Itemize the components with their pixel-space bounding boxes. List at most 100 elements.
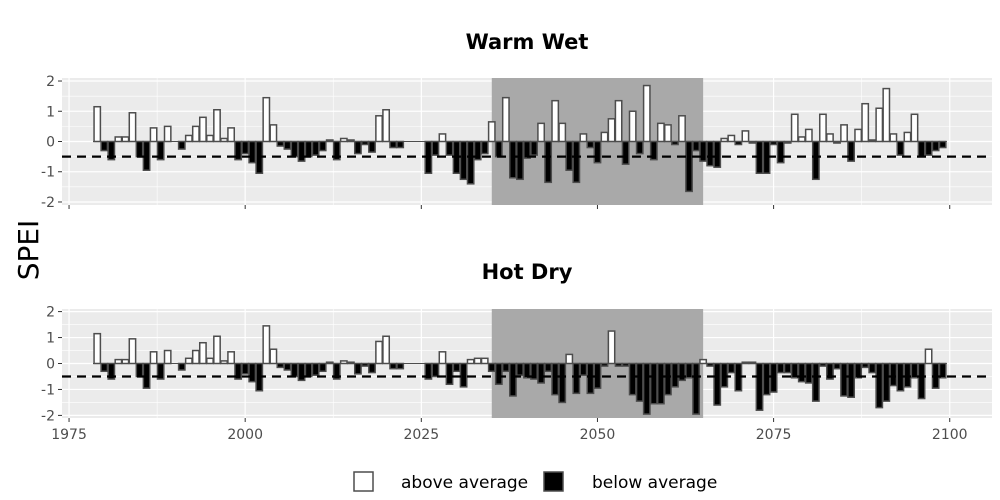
bar: [769, 362, 778, 393]
bar: [889, 362, 898, 387]
bar: [826, 133, 834, 143]
bar: [459, 362, 468, 388]
bar: [135, 140, 144, 158]
bar: [206, 134, 214, 143]
bar: [361, 140, 369, 146]
bar: [776, 362, 785, 374]
bar: [642, 84, 651, 143]
bar: [621, 362, 630, 367]
bar: [516, 362, 524, 376]
bar: [917, 362, 926, 400]
bar: [121, 358, 130, 365]
bar: [346, 361, 355, 365]
bar: [713, 140, 722, 168]
bar: [269, 348, 278, 365]
bar: [332, 140, 341, 161]
bar: [361, 362, 369, 367]
bar: [586, 362, 595, 395]
bar: [924, 348, 933, 365]
panel-warm-wet: Warm Wet 2 1 0 -1 -2: [41, 30, 992, 211]
bar: [269, 124, 278, 143]
legend-key-below: [543, 471, 564, 492]
bar: [304, 362, 313, 378]
bar: [283, 140, 292, 150]
bar: [128, 338, 137, 365]
bar: [114, 136, 123, 143]
bar: [227, 351, 236, 365]
p1-x-tick-label: 2050: [580, 427, 616, 443]
bar: [882, 87, 891, 143]
bar: [790, 362, 799, 379]
bar: [804, 128, 813, 143]
bar: [790, 113, 799, 143]
bar: [840, 362, 848, 397]
bar: [163, 349, 172, 365]
bar: [107, 362, 116, 380]
bar: [382, 109, 391, 143]
bar: [748, 140, 757, 144]
bar: [783, 140, 792, 144]
bar: [262, 96, 271, 143]
bar: [290, 362, 299, 378]
bar: [213, 109, 221, 143]
bar: [530, 140, 538, 156]
bar: [501, 362, 510, 373]
bar: [579, 362, 588, 376]
bar: [797, 136, 806, 143]
bar: [311, 362, 320, 376]
bar: [304, 140, 313, 158]
p1-y-tick-label: 0: [46, 357, 55, 373]
bar: [375, 115, 383, 143]
bar: [833, 140, 841, 144]
bar: [811, 140, 820, 181]
panel-title-hot-dry: Hot Dry: [482, 260, 573, 284]
bar: [276, 140, 285, 147]
bar: [593, 140, 602, 164]
bar: [924, 140, 933, 156]
bar: [671, 362, 679, 388]
p1-y-tick-label: 1: [46, 331, 55, 347]
bar: [276, 362, 285, 369]
legend-label-below: below average: [592, 473, 717, 493]
bar: [762, 362, 771, 396]
bar: [227, 127, 236, 143]
bar: [804, 362, 813, 384]
bar: [508, 362, 517, 397]
bar: [600, 131, 609, 143]
bar: [551, 99, 560, 143]
bar: [375, 340, 383, 365]
legend-label-above: above average: [401, 473, 528, 493]
legend-key-above: [353, 471, 374, 492]
bar: [325, 361, 334, 365]
bar: [607, 118, 616, 143]
p0-y-tick-label: 2: [46, 74, 55, 90]
bar: [635, 140, 644, 155]
bar: [177, 140, 186, 150]
bar: [262, 325, 271, 365]
bar: [508, 140, 517, 179]
bar: [191, 125, 200, 143]
bar: [438, 351, 447, 365]
bar: [558, 122, 567, 143]
bar: [544, 362, 553, 373]
bar: [220, 360, 228, 365]
bar: [128, 112, 137, 143]
bar: [833, 362, 841, 370]
bar: [325, 139, 334, 143]
bar: [889, 133, 898, 143]
bar: [678, 362, 686, 382]
bar: [699, 140, 708, 162]
bar: [452, 362, 461, 373]
bar: [678, 115, 686, 143]
bar: [494, 140, 503, 158]
bar: [868, 362, 877, 374]
bar: [769, 140, 778, 146]
bar: [558, 362, 567, 404]
bar: [797, 362, 806, 383]
bar: [741, 130, 750, 143]
bar: [100, 362, 109, 373]
bar: [776, 140, 785, 164]
bar: [840, 124, 848, 143]
bar: [220, 137, 228, 143]
bar: [332, 362, 341, 380]
